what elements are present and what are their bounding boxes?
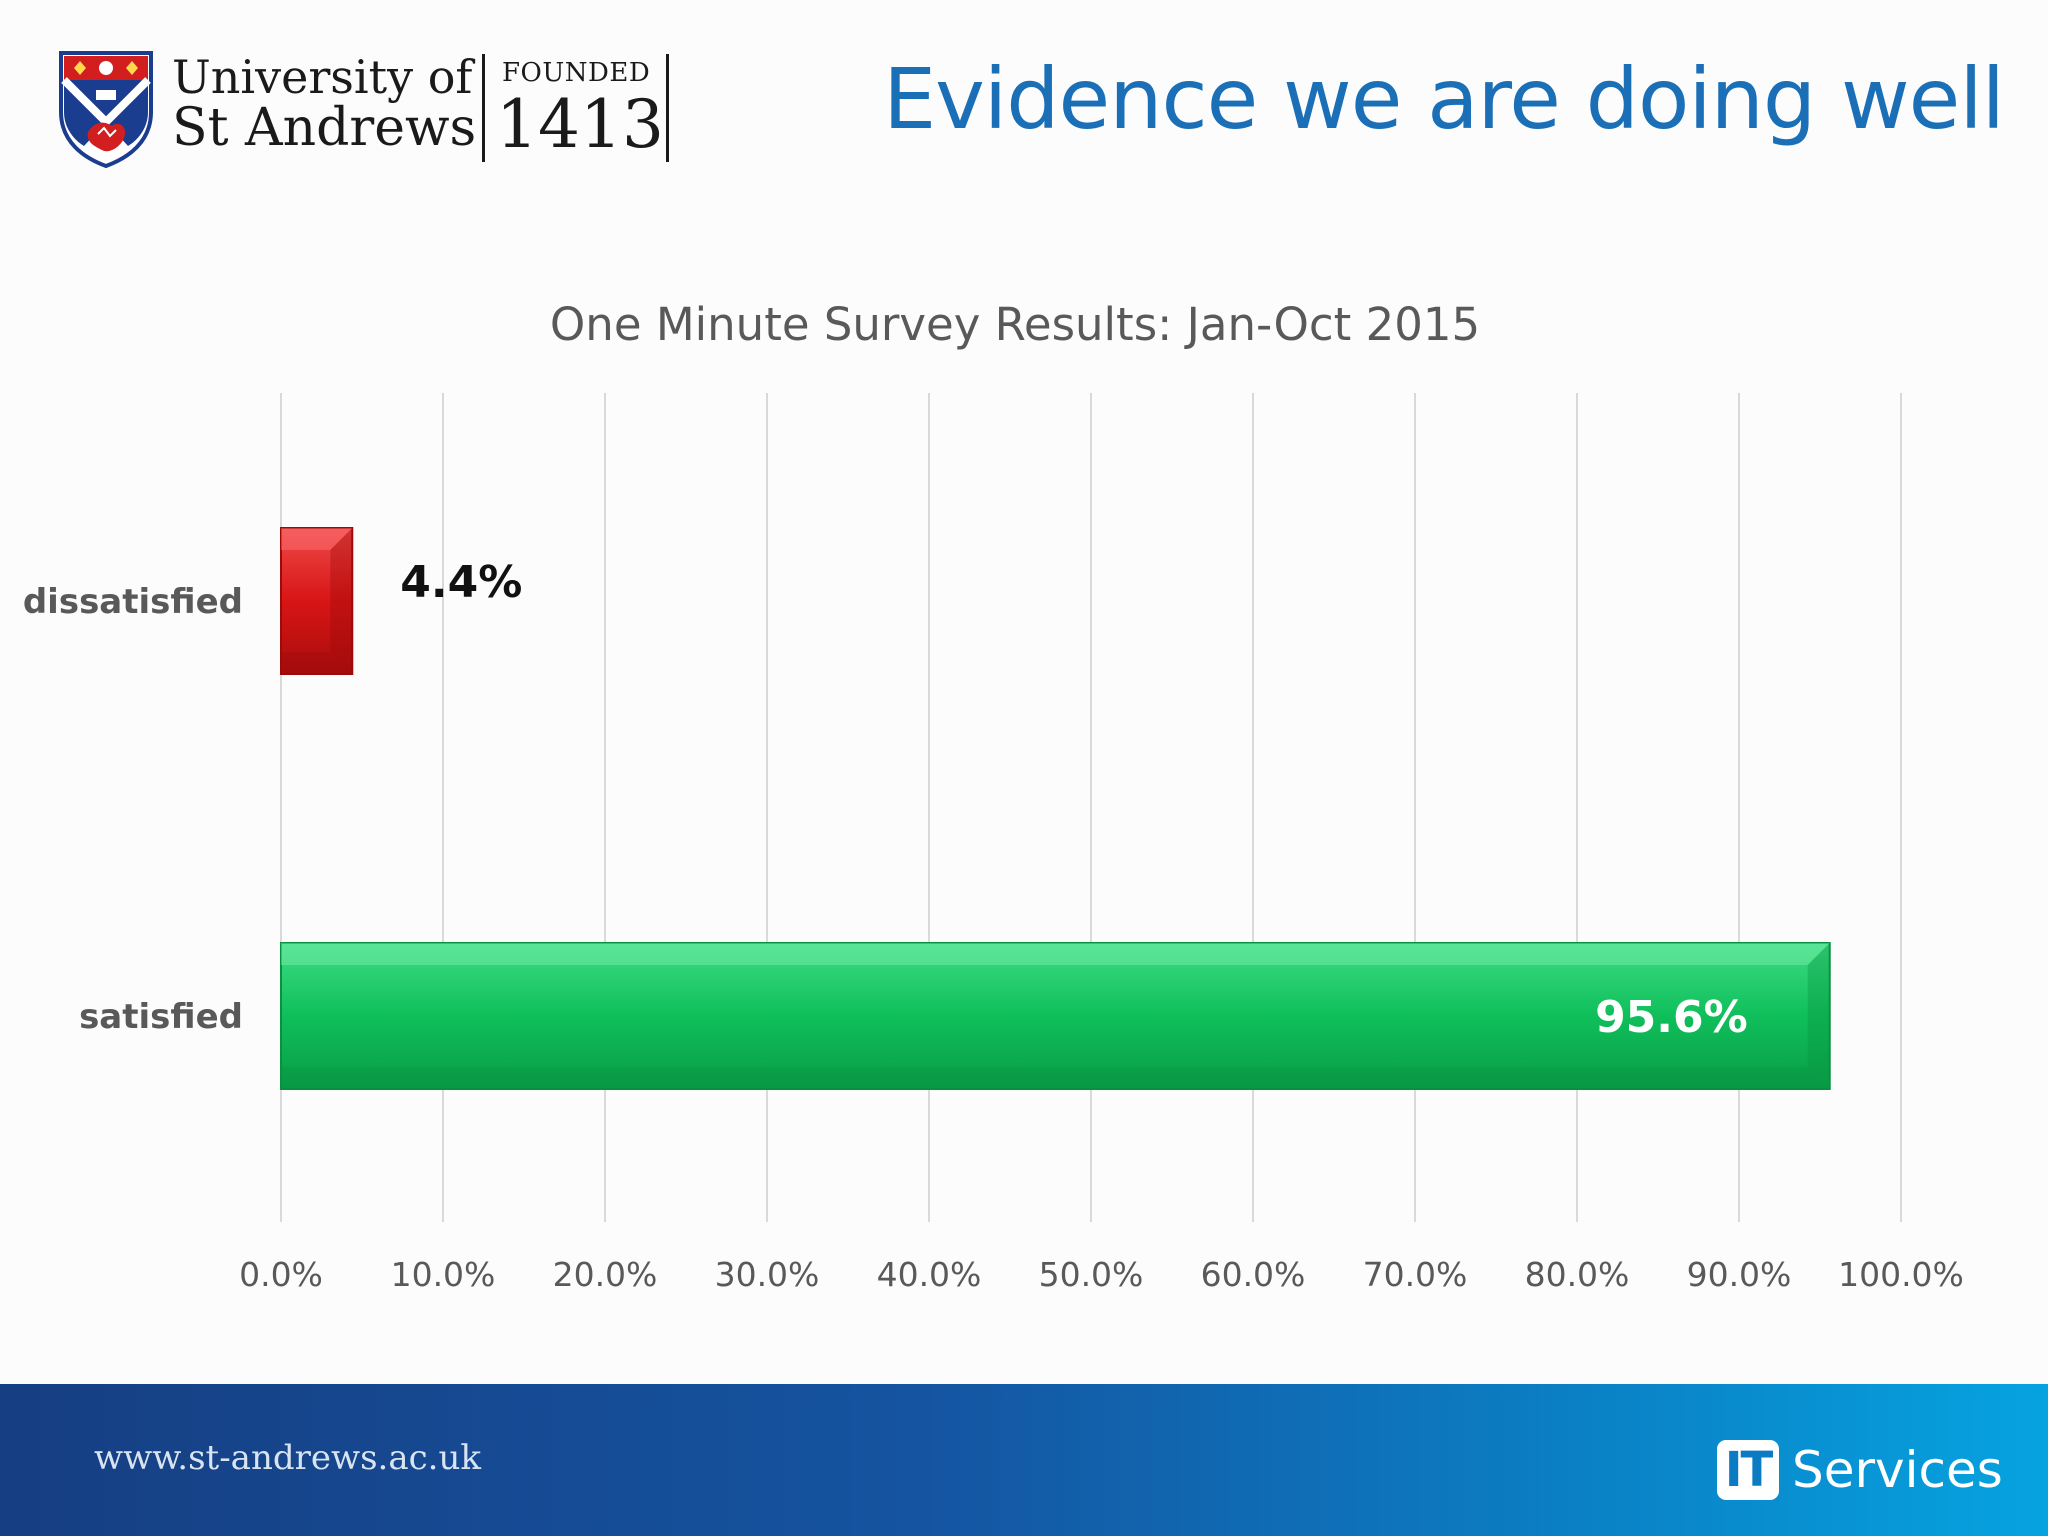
founded-year: 1413 <box>496 86 664 163</box>
x-tick-label: 30.0% <box>715 1255 820 1294</box>
it-services-logo-icon: IT <box>1717 1440 1779 1500</box>
university-name-line2: St Andrews <box>172 98 477 158</box>
data-label-satisfied: 95.6% <box>1595 992 1748 1043</box>
bar-dissatisfied: 4.4% <box>280 527 522 675</box>
category-label-satisfied: satisfied <box>79 997 243 1037</box>
x-tick-label: 0.0% <box>239 1255 323 1294</box>
footer-bar: www.st-andrews.ac.uk IT Services <box>0 1384 2048 1536</box>
bar-rect <box>280 942 1831 1090</box>
x-tick-label: 70.0% <box>1363 1255 1468 1294</box>
founded-label: FOUNDED <box>502 58 651 88</box>
bar-bevel-right <box>1807 943 1830 1089</box>
bar-bevel-right <box>330 528 353 674</box>
bar-bevel-top <box>281 528 353 550</box>
bar-bevel-bottom <box>281 652 353 674</box>
x-tick-label: 40.0% <box>877 1255 982 1294</box>
slide-title: Evidence we are doing well <box>883 50 2005 148</box>
logo-divider <box>666 54 669 162</box>
x-tick-label: 80.0% <box>1525 1255 1630 1294</box>
x-tick-label: 50.0% <box>1039 1255 1144 1294</box>
data-label-dissatisfied: 4.4% <box>400 557 522 608</box>
logo-divider <box>482 54 485 162</box>
it-services-text: Services <box>1792 1441 2003 1499</box>
x-tick-label: 20.0% <box>553 1255 658 1294</box>
bar-bevel-bottom <box>281 1067 1830 1089</box>
university-name-line1: University of <box>172 50 473 104</box>
university-logo: University of St Andrews FOUNDED 1413 <box>58 50 678 170</box>
x-tick-label: 100.0% <box>1838 1255 1964 1294</box>
x-tick-label: 90.0% <box>1687 1255 1792 1294</box>
bar-rect <box>280 527 354 675</box>
bar-bevel-top <box>281 943 1830 965</box>
survey-bar-chart: One Minute Survey Results: Jan-Oct 2015 … <box>23 298 1964 1294</box>
footer-url: www.st-andrews.ac.uk <box>94 1438 481 1478</box>
x-tick-label: 60.0% <box>1201 1255 1306 1294</box>
x-tick-label: 10.0% <box>391 1255 496 1294</box>
university-crest-icon <box>59 51 153 168</box>
bar-satisfied: 95.6% <box>280 942 1831 1090</box>
chart-title: One Minute Survey Results: Jan-Oct 2015 <box>550 298 1480 351</box>
category-label-dissatisfied: dissatisfied <box>23 582 243 622</box>
